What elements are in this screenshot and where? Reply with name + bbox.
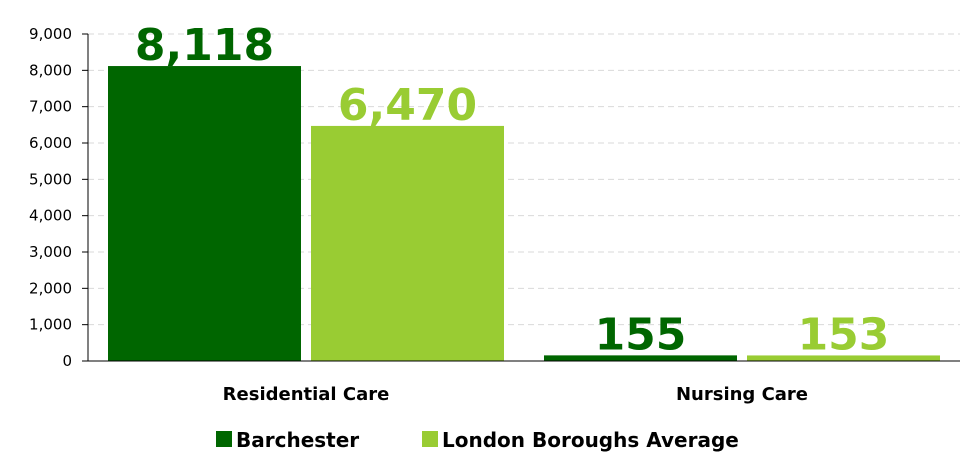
data-label: 153 — [798, 309, 890, 360]
x-category-label: Nursing Care — [676, 384, 808, 405]
data-labels: 8,118 6,470 155 153 — [135, 20, 890, 360]
y-tick-label: 5,000 — [29, 170, 72, 188]
data-label: 155 — [595, 309, 687, 360]
bars — [108, 66, 940, 362]
bar-residential-care-london-boroughs-average — [311, 125, 504, 361]
legend-label: Barchester — [236, 428, 359, 452]
y-tick-label: 0 — [62, 352, 72, 370]
y-tick-label: 8,000 — [29, 61, 72, 79]
y-tick-label: 2,000 — [29, 279, 72, 297]
data-label: 8,118 — [135, 20, 274, 71]
axes: 0 1,000 2,000 3,000 4,000 5,000 6,000 7,000 8,00… — [29, 25, 960, 405]
y-tick-label: 4,000 — [29, 207, 72, 225]
y-tick-label: 6,000 — [29, 134, 72, 152]
x-category-label: Residential Care — [223, 384, 390, 405]
y-tick-label: 7,000 — [29, 98, 72, 116]
legend: Barchester London Boroughs Average — [216, 428, 739, 452]
bar-residential-care-barchester — [108, 66, 301, 362]
legend-swatch — [422, 431, 438, 447]
bar-nursing-care-london-boroughs-average — [747, 355, 940, 361]
bar-nursing-care-barchester — [544, 355, 737, 361]
y-tick-label: 1,000 — [29, 316, 72, 334]
y-tick-label: 3,000 — [29, 243, 72, 261]
legend-swatch — [216, 431, 232, 447]
legend-label: London Boroughs Average — [442, 428, 739, 452]
y-tick-label: 9,000 — [29, 25, 72, 43]
data-label: 6,470 — [338, 80, 477, 131]
